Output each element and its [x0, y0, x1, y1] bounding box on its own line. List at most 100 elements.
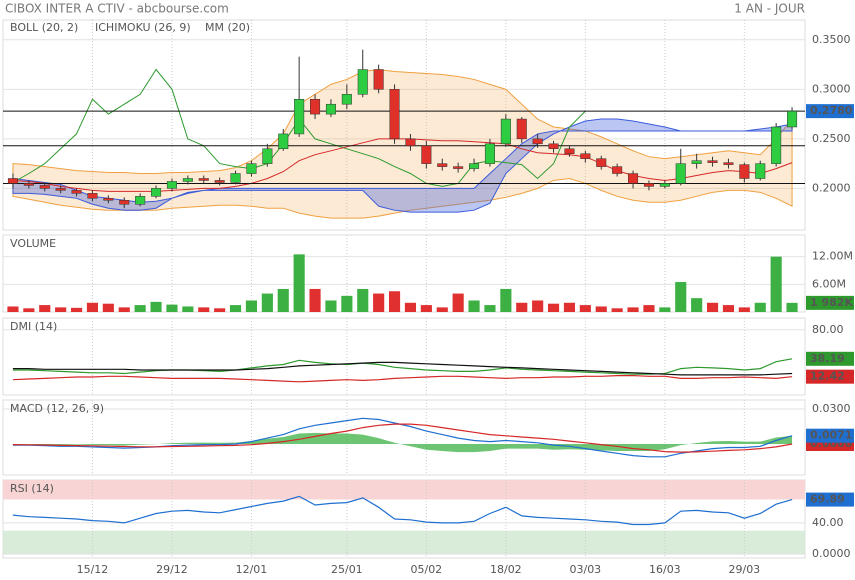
- volume-bar: [579, 305, 591, 312]
- line-series: [12, 417, 793, 458]
- candle-body: [548, 143, 559, 150]
- candle-body: [453, 166, 464, 169]
- candle-body: [373, 69, 384, 90]
- volume-bar: [118, 307, 130, 312]
- volume-bar: [468, 300, 480, 312]
- volume-bar: [436, 307, 448, 312]
- x-tick-label: 29/12: [156, 563, 188, 576]
- candle-body: [87, 193, 98, 199]
- volume-bar: [55, 307, 67, 312]
- volume-bar: [611, 308, 623, 312]
- volume-bar: [738, 307, 750, 312]
- candle-body: [230, 173, 241, 183]
- x-tick-label: 15/12: [77, 563, 109, 576]
- line-series: [12, 375, 793, 383]
- volume-bar: [643, 305, 655, 312]
- volume-bar: [261, 293, 273, 312]
- volume-bar: [214, 308, 226, 312]
- y-tick-label: 0.3500: [812, 33, 851, 46]
- volume-bar: [357, 288, 369, 312]
- candle-body: [166, 181, 177, 189]
- panel-title: DMI (14): [10, 320, 57, 333]
- last-value-box: [806, 351, 854, 366]
- volume-bar: [293, 254, 305, 312]
- last-value-label: 69.89: [810, 493, 845, 506]
- volume-bar: [166, 304, 178, 312]
- panel-title: VOLUME: [10, 237, 56, 250]
- x-tick-label: 29/03: [728, 563, 760, 576]
- candle-body: [771, 126, 782, 164]
- candle-body: [691, 160, 702, 164]
- candle-body: [135, 196, 146, 205]
- panel: [2, 19, 806, 231]
- band-area: [12, 118, 793, 213]
- volume-bar: [373, 293, 385, 312]
- volume-bar: [229, 305, 242, 312]
- header-period: 1 AN - JOUR: [734, 2, 805, 16]
- line-series: [12, 495, 793, 526]
- volume-bar: [102, 303, 114, 312]
- volume-bar: [70, 307, 83, 312]
- y-tick-label: 80.00: [812, 323, 844, 336]
- candle-body: [262, 148, 273, 164]
- volume-bar: [182, 306, 194, 312]
- volume-bar: [691, 298, 703, 312]
- y-tick-label: 0.2500: [812, 132, 851, 145]
- candle-body: [7, 178, 18, 184]
- volume-bar: [627, 307, 639, 312]
- last-value-box: [806, 369, 854, 384]
- candle-body: [405, 138, 416, 147]
- y-tick-label: 6.00M: [812, 277, 846, 290]
- panel: [2, 399, 806, 476]
- candle-body: [278, 133, 289, 150]
- volume-bar: [500, 288, 512, 312]
- volume-bar: [547, 303, 560, 312]
- volume-bar: [86, 302, 99, 312]
- volume-bar: [150, 301, 162, 312]
- candle-body: [246, 163, 257, 174]
- y-tick-label: 0.0300: [812, 402, 851, 415]
- y-tick-label: 0.2000: [812, 181, 851, 194]
- x-tick-label: 12/01: [236, 563, 268, 576]
- candle-body: [643, 183, 654, 187]
- x-tick-label: 18/02: [490, 563, 522, 576]
- candle-body: [151, 188, 162, 197]
- volume-bar: [770, 256, 782, 312]
- candle-body: [437, 163, 448, 167]
- volume-bar: [198, 307, 210, 312]
- panel: [2, 234, 806, 313]
- volume-bar: [452, 293, 464, 312]
- volume-bar: [706, 302, 719, 312]
- volume-bar: [309, 288, 321, 312]
- candle-body: [596, 158, 607, 167]
- candle-body: [23, 183, 34, 186]
- volume-bar: [277, 288, 289, 312]
- candle-body: [739, 164, 750, 179]
- candle-body: [532, 138, 543, 145]
- volume-bar: [484, 305, 496, 312]
- candle-body: [214, 180, 225, 183]
- candle-body: [341, 94, 352, 105]
- candle-body: [628, 173, 639, 184]
- last-value-label: 12.42: [810, 370, 845, 383]
- candle-body: [516, 118, 527, 140]
- last-value-label: 1 982K: [810, 296, 853, 309]
- candle-body: [103, 198, 114, 201]
- volume-bar: [23, 308, 35, 312]
- candle-body: [357, 69, 368, 95]
- candle-body: [659, 183, 670, 187]
- line-series: [12, 423, 793, 453]
- candle-body: [119, 200, 130, 205]
- candle-body: [787, 110, 798, 128]
- x-tick-label: 16/03: [649, 563, 681, 576]
- zone: [3, 480, 805, 500]
- panel: [2, 317, 806, 396]
- candle-body: [389, 89, 400, 140]
- candle-body: [469, 163, 480, 169]
- panel-title: RSI (14): [10, 482, 54, 495]
- candle-body: [294, 98, 305, 135]
- candle-body: [421, 145, 432, 164]
- candle-body: [675, 163, 686, 184]
- y-tick-label: 0.0000: [812, 547, 851, 560]
